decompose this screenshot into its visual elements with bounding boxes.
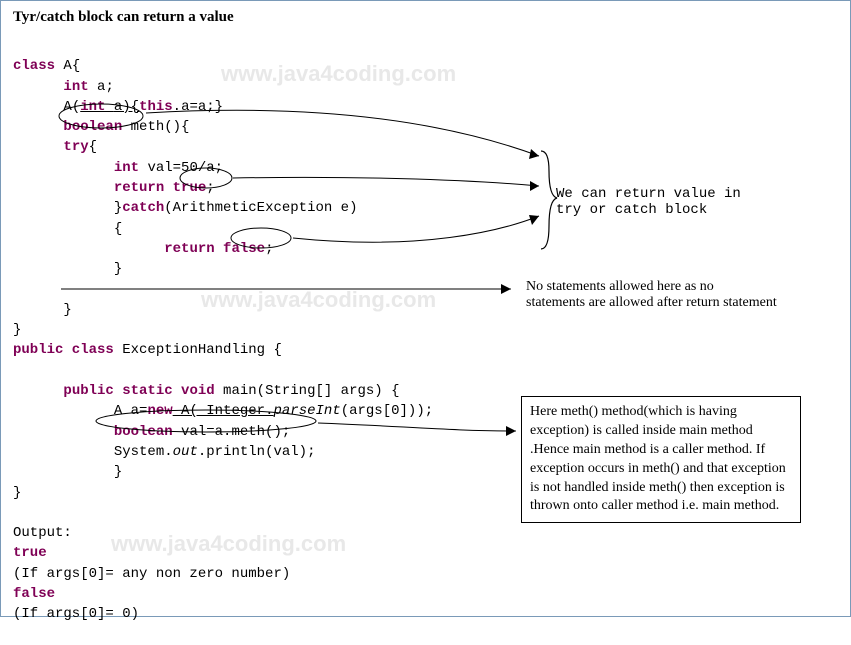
kw-return: return	[164, 241, 214, 257]
kw-true: true	[164, 180, 206, 196]
text: meth(){	[131, 119, 190, 135]
document-title: Tyr/catch block can return a value	[13, 9, 838, 26]
text: A( Integer.	[173, 403, 274, 419]
annotation-caller-box: Here meth() method(which is having excep…	[521, 396, 801, 523]
text: main(String[] args) {	[215, 383, 400, 399]
text: a;	[89, 79, 114, 95]
text: val=50/a;	[139, 160, 223, 176]
kw-this: this	[139, 99, 173, 115]
kw-boolean: boolean	[63, 119, 130, 135]
text: }	[114, 464, 122, 480]
document-container: www.java4coding.com www.java4coding.com …	[0, 0, 851, 617]
output-true: true	[13, 545, 47, 561]
kw-int: int	[114, 160, 139, 176]
text: (args[0]));	[341, 403, 433, 419]
text: {	[89, 139, 97, 155]
kw-int: int	[63, 79, 88, 95]
text: A a=	[114, 403, 148, 419]
text: .println(val);	[198, 444, 316, 460]
text: {	[114, 221, 122, 237]
kw-try: try	[63, 139, 88, 155]
text: }	[13, 322, 21, 338]
static-out: out	[173, 444, 198, 460]
output-false-cond: (If args[0]= 0)	[13, 606, 139, 622]
text: ;	[206, 180, 214, 196]
kw-class: class	[13, 58, 55, 74]
output-true-cond: (If args[0]= any non zero number)	[13, 566, 290, 582]
kw-psvm: public static void	[63, 383, 214, 399]
output-false: false	[13, 586, 55, 602]
kw-catch: catch	[122, 200, 164, 216]
kw-int: int	[80, 99, 114, 115]
text: ;	[265, 241, 273, 257]
text: }	[114, 200, 122, 216]
text: System.	[114, 444, 173, 460]
text: }	[114, 261, 122, 277]
kw-boolean: boolean	[114, 424, 173, 440]
kw-false: false	[215, 241, 265, 257]
kw-public-class: public class	[13, 342, 114, 358]
output-label: Output:	[13, 525, 72, 541]
text: .a=a;}	[173, 99, 223, 115]
text: }	[13, 485, 21, 501]
text: A{	[55, 58, 80, 74]
text: a){	[114, 99, 139, 115]
text: val=a.meth();	[173, 424, 291, 440]
static-parseint: parseInt	[273, 403, 340, 419]
kw-return: return	[114, 180, 164, 196]
text: (ArithmeticException e)	[164, 200, 357, 216]
text: ExceptionHandling {	[114, 342, 282, 358]
annotation-return-value: We can return value in try or catch bloc…	[556, 186, 741, 218]
code-block: class A{ int a; A(int a){this.a=a;} bool…	[13, 36, 838, 645]
kw-new: new	[147, 403, 172, 419]
annotation-no-statements: No statements allowed here as no stateme…	[526, 279, 777, 311]
text: }	[63, 302, 71, 318]
text: A(	[63, 99, 80, 115]
